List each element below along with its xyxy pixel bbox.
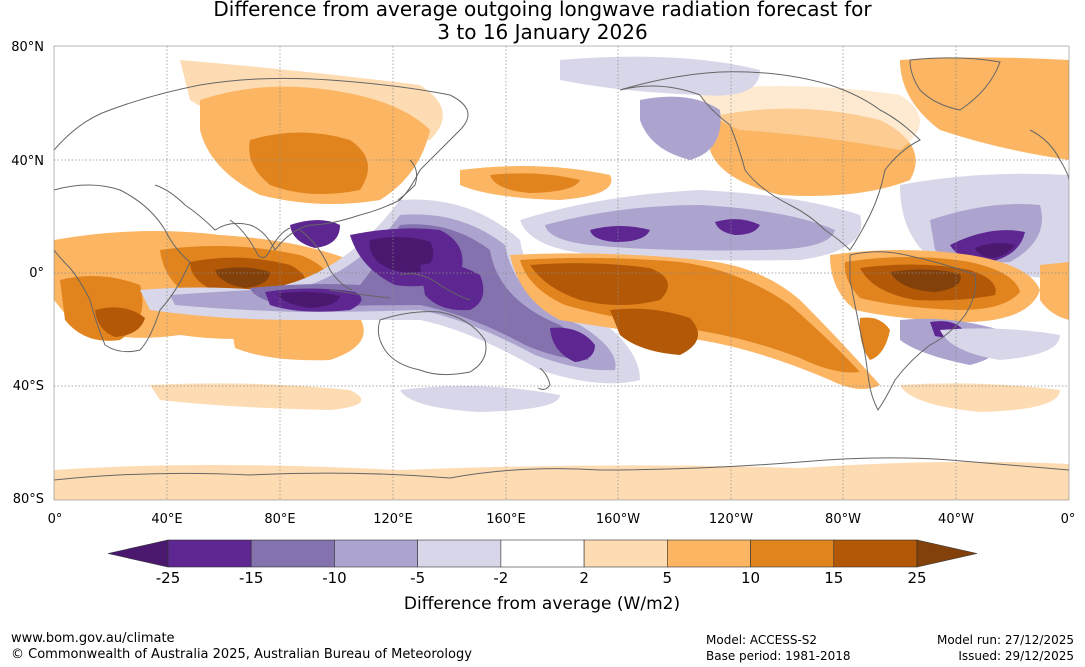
- anomaly-region: [278, 291, 340, 308]
- colorbar-segment: [334, 539, 418, 568]
- anomaly-region: [940, 328, 1060, 360]
- colorbar-segment: [167, 539, 252, 568]
- footer-base-period: Base period: 1981-2018: [706, 649, 851, 663]
- colorbar-label: Difference from average (W/m2): [404, 594, 680, 614]
- colorbar-segment: [833, 539, 918, 568]
- graticule: [54, 46, 1069, 500]
- footer-copyright: © Commonwealth of Australia 2025, Austra…: [11, 647, 472, 662]
- colorbar-tick-label: -10: [322, 569, 347, 587]
- lat-label: 80°N: [11, 40, 44, 55]
- anomaly-region: [640, 96, 721, 160]
- colorbar-segment: [750, 539, 835, 568]
- colorbar-segment: [500, 539, 585, 568]
- footer-model-run: Model run: 27/12/2025: [936, 633, 1074, 647]
- coastline-africa: [54, 184, 191, 353]
- coastlines: [54, 57, 1069, 481]
- anomaly-region: [250, 224, 589, 360]
- colorbar-tick-label: -25: [156, 569, 181, 587]
- coastline-india: [229, 219, 291, 259]
- anomaly-region: [1040, 262, 1069, 320]
- anomaly-region: [215, 267, 270, 288]
- coastline-europe-west: [1029, 129, 1069, 181]
- coastline-europe-asia: [54, 77, 469, 251]
- coastline-north-america: [619, 71, 921, 251]
- coastline-greenland: [909, 57, 1001, 111]
- colorbar-tick-label: -15: [239, 569, 264, 587]
- coastline-indonesia: [329, 273, 471, 301]
- anomaly-region: [530, 263, 668, 305]
- anomaly-region: [230, 314, 364, 361]
- footer-model: Model: ACCESS-S2: [706, 633, 818, 647]
- anomaly-region: [900, 383, 1060, 412]
- anomaly-region: [890, 269, 961, 292]
- map-title-line-1: Difference from average outgoing longwav…: [213, 0, 872, 21]
- lat-label: 40°N: [11, 154, 44, 169]
- anomaly-region: [490, 173, 580, 193]
- anomaly-region: [400, 386, 560, 412]
- coastline-new-zealand: [537, 367, 551, 390]
- colorbar-tick-label: 10: [741, 569, 760, 587]
- anomaly-region: [550, 327, 595, 362]
- coastline-australia: [377, 311, 487, 376]
- anomaly-region: [369, 236, 434, 273]
- anomaly-region: [700, 86, 920, 150]
- colorbar-segment: [583, 539, 668, 568]
- lat-label: 0°: [29, 266, 44, 281]
- lat-label: 80°S: [13, 492, 44, 507]
- lon-label: 160°W: [596, 512, 640, 527]
- anomaly-region: [590, 226, 650, 242]
- lon-label: 80°E: [264, 512, 295, 527]
- colorbar-segment: [250, 539, 335, 568]
- colorbar-tick-label: 25: [907, 569, 926, 587]
- anomaly-region: [150, 383, 362, 410]
- footer-issued: Issued: 29/12/2025: [958, 649, 1074, 663]
- lon-label: 0°: [48, 512, 63, 527]
- anomaly-region: [420, 262, 484, 311]
- anomaly-region: [249, 132, 368, 194]
- anomaly-fields: [54, 56, 1069, 500]
- map-border: [53, 45, 1070, 501]
- anomaly-region: [54, 461, 1069, 500]
- colorbar-tick-label: 15: [824, 569, 843, 587]
- footer-url[interactable]: www.bom.gov.au/climate: [11, 631, 175, 646]
- colorbar-segment: [417, 539, 502, 568]
- colorbar-tick-label: 5: [663, 569, 673, 587]
- longitude-labels: 0° 40°E 80°E 120°E 160°E 160°W 120°W 80°…: [48, 512, 1076, 527]
- coastline-south-america: [849, 251, 976, 411]
- latitude-labels: 80°N 40°N 0° 40°S 80°S: [11, 40, 44, 507]
- coastline-japan: [397, 159, 418, 201]
- colorbar-extension-low: [107, 539, 169, 568]
- colorbar-tick-labels: -25 -15 -10 -5 -2 2 5 10 15 25: [156, 569, 927, 587]
- coastline-antarctica: [54, 457, 1069, 481]
- colorbar-segment: [667, 539, 751, 568]
- lon-label: 0°: [1061, 512, 1076, 527]
- anomaly-region: [975, 243, 1015, 258]
- colorbar-tick-label: 2: [579, 569, 589, 587]
- coastline-se-asia: [299, 229, 353, 291]
- lon-label: 80°W: [825, 512, 861, 527]
- lon-label: 120°E: [373, 512, 413, 527]
- anomaly-region: [900, 57, 1069, 160]
- colorbar-tick-label: -2: [493, 569, 508, 587]
- anomaly-region: [715, 219, 760, 235]
- anomaly-region: [610, 308, 698, 355]
- lon-label: 40°E: [151, 512, 182, 527]
- lon-label: 160°E: [486, 512, 526, 527]
- colorbar: [107, 539, 978, 568]
- anomaly-region: [560, 56, 760, 96]
- colorbar-extension-high: [916, 539, 978, 568]
- lon-label: 120°W: [709, 512, 753, 527]
- lat-label: 40°S: [13, 379, 44, 394]
- lon-label: 40°W: [938, 512, 974, 527]
- anomaly-region: [95, 307, 145, 337]
- map-title-line-2: 3 to 16 January 2026: [437, 20, 648, 44]
- colorbar-tick-label: -5: [410, 569, 425, 587]
- anomaly-region: [859, 317, 890, 360]
